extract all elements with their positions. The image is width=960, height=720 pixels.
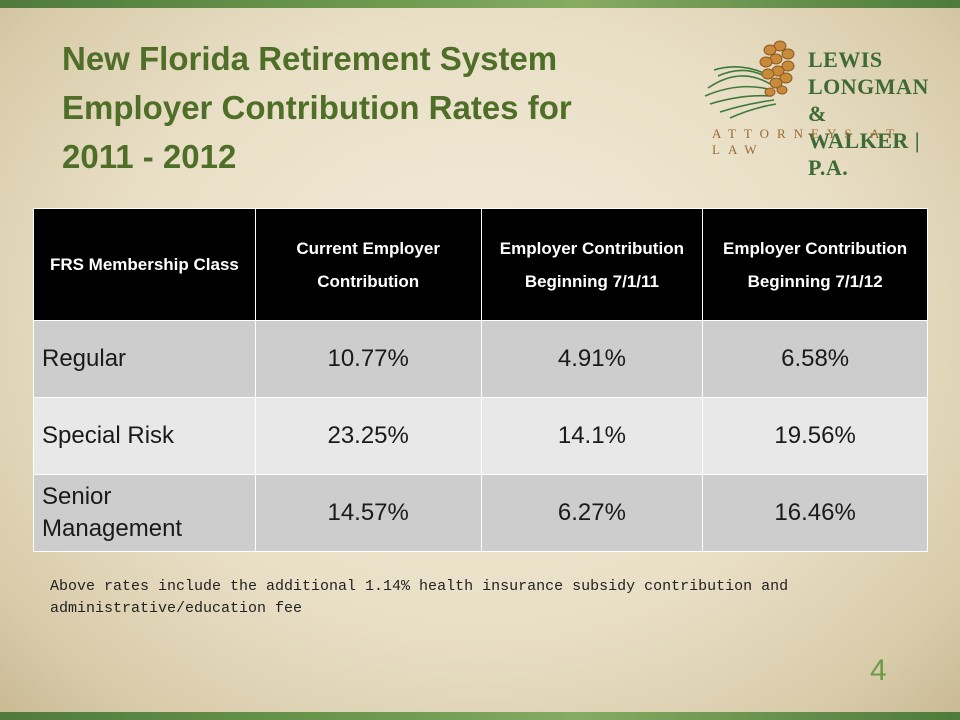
logo-line-3: WALKER | P.A. — [808, 128, 921, 180]
header-contribution-2011: Employer Contribution Beginning 7/1/11 — [480, 208, 704, 321]
row-current-rate: 10.77% — [254, 320, 482, 398]
row-rate-2011: 6.27% — [480, 474, 704, 552]
table-header-row: FRS Membership Class Current Employer Co… — [33, 208, 928, 321]
page-number: 4 — [870, 654, 887, 687]
rates-footnote: Above rates include the additional 1.14%… — [50, 578, 789, 617]
logo-line-2: LONGMAN & — [808, 74, 929, 126]
header-contribution-2012: Employer Contribution Beginning 7/1/12 — [702, 208, 928, 321]
table-row: Regular 10.77% 4.91% 6.58% — [33, 320, 928, 398]
bottom-frame-bar — [0, 712, 960, 720]
row-rate-2012: 16.46% — [702, 474, 928, 552]
table-row: Senior Management 14.57% 6.27% 16.46% — [33, 474, 928, 552]
header-current-contribution: Current Employer Contribution — [254, 208, 482, 321]
row-current-rate: 14.57% — [254, 474, 482, 552]
header-membership-class: FRS Membership Class — [33, 208, 256, 321]
top-frame-bar — [0, 0, 960, 8]
slide-title: New Florida Retirement System Employer C… — [62, 40, 572, 175]
logo-line-1: LEWIS — [808, 47, 883, 72]
logo-wordmark: LEWIS LONGMAN & WALKER | P.A. — [808, 46, 950, 181]
logo-tagline: ATTORNEYS AT LAW — [712, 126, 902, 157]
pine-cone-icon — [704, 40, 795, 119]
row-rate-2011: 14.1% — [480, 397, 704, 475]
row-rate-2012: 6.58% — [702, 320, 928, 398]
row-class-label: Regular — [33, 320, 256, 398]
row-current-rate: 23.25% — [254, 397, 482, 475]
firm-logo: LEWIS LONGMAN & WALKER | P.A. ATTORNEYS … — [700, 26, 950, 180]
contribution-rates-table: FRS Membership Class Current Employer Co… — [33, 208, 928, 552]
row-rate-2011: 4.91% — [480, 320, 704, 398]
table-row: Special Risk 23.25% 14.1% 19.56% — [33, 397, 928, 475]
row-class-label: Senior Management — [33, 474, 256, 552]
row-class-label: Special Risk — [33, 397, 256, 475]
row-rate-2012: 19.56% — [702, 397, 928, 475]
